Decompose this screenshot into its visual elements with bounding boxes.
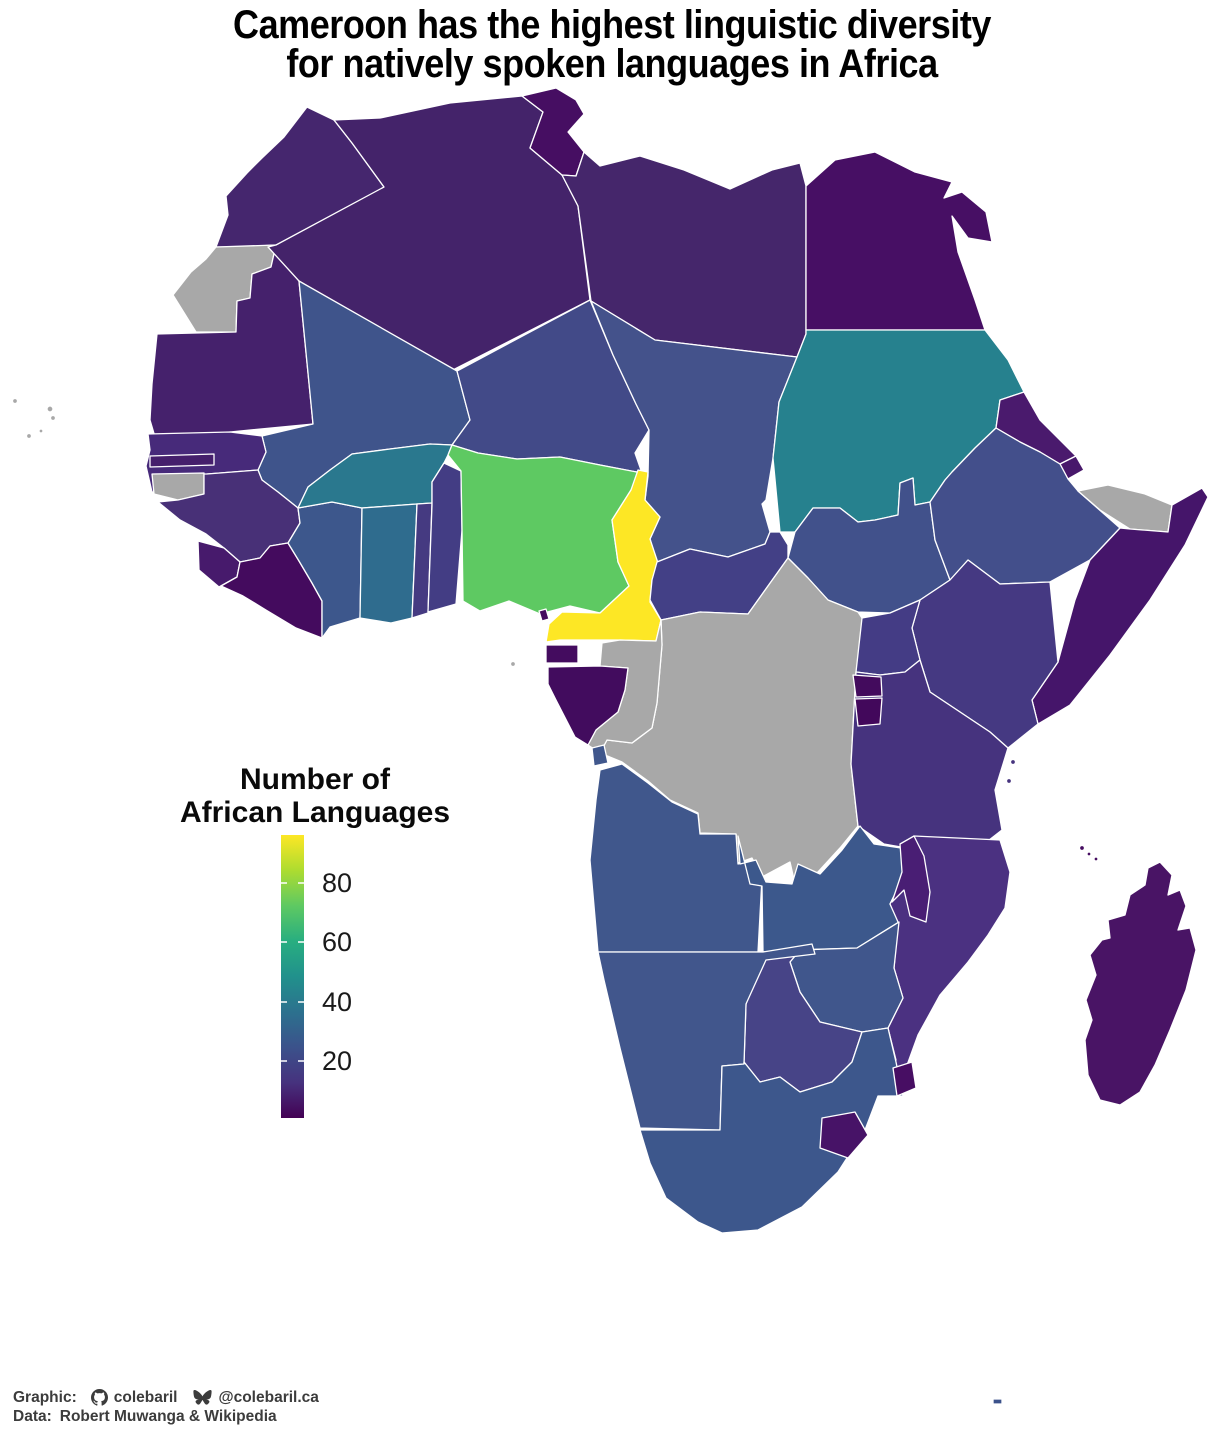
island-comoros [1078,844,1086,852]
footer-data-label: Data: [13,1407,52,1425]
legend-title: Number of African Languages [140,763,490,829]
legend-tickmark [281,1060,287,1062]
github-icon [90,1389,108,1406]
country-burundi [854,697,883,727]
country-equatorial-guinea [545,644,579,664]
chart-title: Cameroon has the highest linguistic dive… [0,3,1224,86]
country-car [649,531,789,621]
island-comoros [1093,856,1099,862]
legend-tickmark [298,882,304,884]
legend-tick-80: 80 [322,868,353,898]
footer-bluesky-handle: @colebaril.ca [218,1388,319,1406]
country-libya [561,151,807,358]
legend-tick-40: 40 [322,987,353,1017]
island-zanzibar [1009,758,1017,766]
legend-tickmark [298,941,304,943]
country-malawi [891,835,931,923]
island-cape-verde [25,432,33,440]
island-cape-verde [11,397,19,405]
island-cape-verde [49,414,57,422]
legend-title-line1: Number of [240,763,390,796]
footer-data-row: Data: Robert Muwanga & Wikipedia [13,1407,329,1426]
country-nigeria [447,444,643,615]
country-ghana [359,503,418,624]
legend-tick-20: 20 [322,1046,353,1076]
country-togo [411,502,433,619]
country-rwanda [852,674,883,698]
country-gambia [149,453,215,468]
country-gabon [547,665,629,746]
country-eswatini [892,1061,917,1097]
island-cape-verde [46,405,54,413]
map-countries [11,87,1209,1405]
island-bioko [538,608,550,622]
bluesky-butterfly-icon [193,1389,213,1406]
country-angola-cabinda [591,744,609,767]
island-mauritius [992,1398,1003,1405]
country-angola [589,763,763,953]
footer-graphic-row: Graphic: colebaril @colebaril.ca [13,1388,329,1407]
chart-title-line1: Cameroon has the highest linguistic dive… [233,3,991,47]
country-benin [427,462,463,613]
legend-title-line2: African Languages [179,796,451,829]
legend-colorbar [281,835,304,1118]
legend-tickmark [298,1001,304,1003]
chart-title-line2: for natively spoken languages in Africa [286,42,938,86]
legend-tickmark [281,882,287,884]
legend-tickmark [281,1001,287,1003]
footer-credits: Graphic: colebaril @colebaril.ca Data: R… [13,1388,329,1426]
country-namibia [597,943,816,1131]
footer-github-handle: colebaril [113,1388,178,1406]
country-egypt [805,151,993,331]
country-lesotho [819,1111,869,1159]
island-comoros [1086,851,1092,857]
country-tanzania [850,659,1009,853]
footer-data-source: Robert Muwanga & Wikipedia [59,1407,277,1425]
island-sao-tome [509,660,517,668]
footer-graphic-label: Graphic: [13,1388,77,1406]
legend-tickmark [281,941,287,943]
legend-tickmark [298,1060,304,1062]
country-madagascar [1084,861,1197,1106]
island-cape-verde [38,428,44,434]
island-pemba [1005,777,1013,785]
legend-tick-60: 60 [322,927,353,957]
